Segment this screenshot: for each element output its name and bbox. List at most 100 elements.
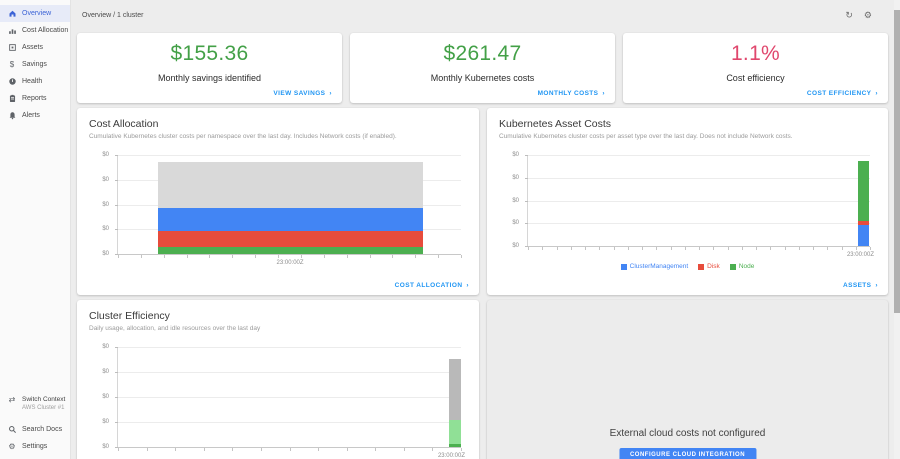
swap-icon: ⇄ <box>8 395 16 404</box>
cost-allocation-link[interactable]: COST ALLOCATION › <box>394 282 469 289</box>
bar-segment-unlabeled-red <box>158 231 423 248</box>
monthly-costs-link[interactable]: MONTHLY COSTS › <box>537 90 605 97</box>
legend-swatch-icon <box>698 263 705 270</box>
configure-cloud-integration-button[interactable]: CONFIGURE CLOUD INTEGRATION <box>618 448 757 459</box>
cluster-efficiency-subtitle: Daily usage, allocation, and idle resour… <box>89 325 261 332</box>
gear-icon: ⚙ <box>8 441 16 451</box>
sidebar-item-reports[interactable]: Reports <box>0 90 70 107</box>
bar-segment-unlabeled-blue <box>158 208 423 232</box>
asset-costs-title: Kubernetes Asset Costs <box>499 118 612 130</box>
bar-segment-Allocation <box>449 420 461 444</box>
legend-item-Disk: Disk <box>698 263 720 270</box>
legend-swatch-icon <box>620 263 627 270</box>
bar-segment-Disk <box>858 221 870 226</box>
monthly-costs-value: $261.47 <box>443 42 522 65</box>
bar-segment-ClusterManagement <box>858 225 870 246</box>
chevron-right-icon: › <box>875 282 878 289</box>
plot-area <box>115 155 462 258</box>
settings-label: Settings <box>22 443 48 450</box>
sidebar-item-cost-allocation[interactable]: Cost Allocation <box>0 22 70 39</box>
cluster-efficiency-card: Cluster Efficiency Daily usage, allocati… <box>77 300 479 459</box>
y-axis-labels: $0 $0 $0 $0 $0 <box>102 152 109 257</box>
bar-segment-unlabeled-gray <box>158 161 423 209</box>
x-axis-labels: 23:00:00Z <box>117 450 465 459</box>
search-docs-label: Search Docs <box>22 426 63 433</box>
y-axis-labels: $0 $0 $0 $0 $0 <box>512 152 519 249</box>
gear-icon[interactable]: ⚙ <box>863 10 872 20</box>
sidebar-item-assets[interactable]: Assets <box>0 39 70 56</box>
refresh-icon[interactable]: ↻ <box>845 10 853 20</box>
reports-clipboard-icon <box>7 94 17 103</box>
sidebar-item-savings[interactable]: $ Savings <box>0 56 70 73</box>
cost-efficiency-value: 1.1% <box>730 42 781 65</box>
bar-segment-Node <box>858 161 870 222</box>
cost-efficiency-metric-card: 1.1% Cost efficiency COST EFFICIENCY › <box>623 33 888 103</box>
bell-icon <box>7 111 17 120</box>
cost-allocation-chart: $0 $0 $0 $0 $0 23:00:00Z <box>89 152 467 267</box>
settings-button[interactable]: ⚙ Settings <box>0 438 70 455</box>
plot-area <box>525 155 871 250</box>
scrollbar-thumb[interactable] <box>894 10 900 313</box>
sidebar-item-label: Savings <box>22 61 47 68</box>
asset-costs-legend: ClusterManagement Disk Node <box>499 263 876 270</box>
sidebar-item-label: Overview <box>22 10 52 17</box>
plot-area <box>115 347 462 451</box>
savings-label: Monthly savings identified <box>157 73 262 83</box>
cost-allocation-subtitle: Cumulative Kubernetes cluster costs per … <box>89 133 397 140</box>
bar-segment-Usage <box>449 444 461 447</box>
bar-chart-icon <box>7 26 17 35</box>
switch-context-button[interactable]: ⇄ Switch Context AWS Cluster #1 <box>0 396 70 412</box>
asset-costs-chart: $0 $0 $0 $0 $0 23:00:00Z <box>499 152 876 259</box>
asset-costs-card: Kubernetes Asset Costs Cumulative Kubern… <box>487 108 888 295</box>
scrollbar-track <box>894 0 900 459</box>
bar-segment-unlabeled-green <box>158 247 423 254</box>
sidebar: Overview Cost Allocation Assets $ Saving… <box>0 0 71 459</box>
switch-context-label: Switch Context <box>22 396 66 403</box>
external-cloud-panel: External cloud costs not configured CONF… <box>487 300 888 459</box>
monthly-costs-label: Monthly Kubernetes costs <box>430 73 535 83</box>
cost-allocation-card: Cost Allocation Cumulative Kubernetes cl… <box>77 108 479 295</box>
y-axis-labels: $0 $0 $0 $0 $0 <box>102 344 109 450</box>
x-tick-label: 23:00:00Z <box>846 252 874 258</box>
assets-link[interactable]: ASSETS › <box>843 282 878 289</box>
sidebar-item-health[interactable]: Health <box>0 73 70 90</box>
legend-item-Node: Node <box>729 263 754 270</box>
breadcrumb: Overview / 1 cluster <box>82 12 144 19</box>
view-savings-link[interactable]: VIEW SAVINGS › <box>273 90 332 97</box>
savings-value: $155.36 <box>170 42 249 65</box>
search-docs-button[interactable]: Search Docs <box>0 421 70 438</box>
search-icon <box>7 425 17 434</box>
bar-segment-Idle <box>449 359 461 420</box>
dollar-icon: $ <box>9 59 15 69</box>
x-axis-labels: 23:00:00Z <box>117 257 461 267</box>
external-cloud-message: External cloud costs not configured <box>609 428 766 439</box>
x-tick-label: 23:00:00Z <box>276 260 304 266</box>
current-cluster-label: AWS Cluster #1 <box>22 405 65 411</box>
sidebar-item-label: Health <box>22 78 43 85</box>
sidebar-item-label: Cost Allocation <box>22 27 69 34</box>
savings-metric-card: $155.36 Monthly savings identified VIEW … <box>77 33 342 103</box>
home-icon <box>7 9 17 18</box>
sidebar-item-overview[interactable]: Overview <box>0 5 70 22</box>
sidebar-item-alerts[interactable]: Alerts <box>0 107 70 124</box>
cluster-efficiency-title: Cluster Efficiency <box>89 310 170 322</box>
x-axis-labels: 23:00:00Z <box>527 249 874 259</box>
cost-efficiency-link[interactable]: COST EFFICIENCY › <box>806 90 878 97</box>
sidebar-item-label: Reports <box>22 95 47 102</box>
legend-swatch-icon <box>729 263 736 270</box>
cost-allocation-title: Cost Allocation <box>89 118 159 130</box>
asset-costs-subtitle: Cumulative Kubernetes cluster costs per … <box>499 133 793 140</box>
assets-chip-icon <box>7 43 17 52</box>
cluster-efficiency-chart: $0 $0 $0 $0 $0 23:00:00Z <box>89 344 467 459</box>
chevron-right-icon: › <box>602 90 605 97</box>
topbar: Overview / 1 cluster ↻ ⚙ <box>70 0 900 30</box>
chevron-right-icon: › <box>466 282 469 289</box>
sidebar-item-label: Assets <box>22 44 44 51</box>
chevron-right-icon: › <box>875 90 878 97</box>
x-tick-label: 23:00:00Z <box>437 453 465 459</box>
health-gauge-icon <box>7 77 17 86</box>
cost-efficiency-label: Cost efficiency <box>726 73 785 83</box>
sidebar-item-label: Alerts <box>22 112 40 119</box>
legend-item-ClusterManagement: ClusterManagement <box>620 263 688 270</box>
